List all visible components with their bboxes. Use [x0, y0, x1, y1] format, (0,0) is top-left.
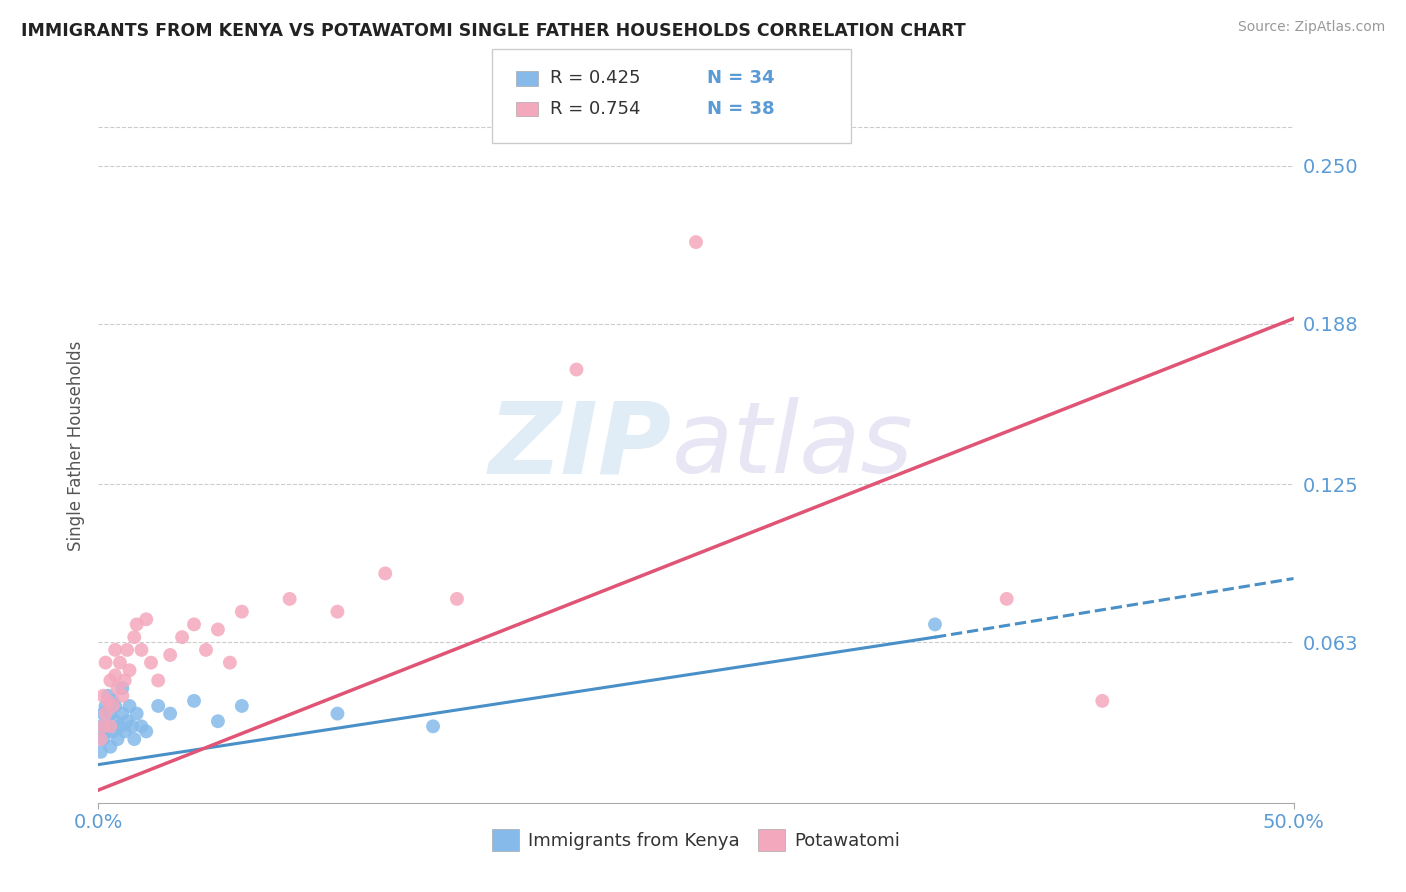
Point [97, 689, 120, 703]
Point [1091, 694, 1114, 708]
Point [91, 689, 114, 703]
Point [107, 732, 129, 747]
Point [124, 732, 146, 747]
Point [115, 714, 138, 729]
Point [101, 724, 124, 739]
Point [98, 739, 122, 754]
Point [148, 673, 170, 688]
Point [995, 591, 1018, 606]
Point [924, 617, 946, 632]
Point [195, 643, 218, 657]
Point [135, 612, 157, 626]
Point [131, 719, 153, 733]
Point [326, 706, 349, 721]
Point [159, 648, 181, 662]
Point [91, 732, 114, 747]
Y-axis label: Single Father Households: Single Father Households [66, 341, 84, 551]
Point [183, 617, 205, 632]
Point [446, 591, 468, 606]
Point [90, 745, 112, 759]
Point [97, 694, 120, 708]
Point [125, 706, 148, 721]
Point [148, 698, 170, 713]
Point [183, 694, 205, 708]
Point [94, 724, 117, 739]
Point [111, 681, 134, 695]
Point [108, 656, 131, 670]
Point [125, 617, 148, 632]
Text: Source: ZipAtlas.com: Source: ZipAtlas.com [1237, 20, 1385, 34]
Point [98, 673, 122, 688]
Text: R = 0.754: R = 0.754 [550, 100, 640, 118]
Point [108, 719, 131, 733]
Point [97, 719, 120, 733]
Point [131, 643, 153, 657]
Point [115, 643, 138, 657]
Point [118, 663, 141, 677]
Point [685, 235, 707, 249]
Point [207, 714, 229, 729]
Point [111, 689, 134, 703]
Point [124, 630, 146, 644]
Point [565, 362, 588, 376]
Text: R = 0.425: R = 0.425 [550, 70, 640, 87]
Point [118, 698, 141, 713]
Text: N = 38: N = 38 [707, 100, 775, 118]
Text: ZIP: ZIP [489, 398, 672, 494]
Point [172, 630, 194, 644]
Point [107, 681, 129, 695]
Point [231, 605, 253, 619]
Point [104, 643, 127, 657]
Point [101, 694, 124, 708]
Point [98, 706, 122, 721]
Point [104, 714, 127, 729]
Point [278, 591, 301, 606]
Legend: Immigrants from Kenya, Potawatomi: Immigrants from Kenya, Potawatomi [485, 822, 907, 858]
Point [231, 698, 253, 713]
Point [219, 656, 242, 670]
Point [207, 623, 229, 637]
Point [139, 656, 162, 670]
Point [91, 706, 114, 721]
Text: N = 34: N = 34 [707, 70, 775, 87]
Point [94, 698, 117, 713]
Point [98, 719, 122, 733]
Point [159, 706, 181, 721]
Point [111, 706, 134, 721]
Point [94, 706, 117, 721]
Point [114, 724, 136, 739]
Point [90, 719, 112, 733]
Point [90, 732, 112, 747]
Point [101, 698, 124, 713]
Point [104, 698, 127, 713]
Text: IMMIGRANTS FROM KENYA VS POTAWATOMI SINGLE FATHER HOUSEHOLDS CORRELATION CHART: IMMIGRANTS FROM KENYA VS POTAWATOMI SING… [21, 22, 966, 40]
Point [104, 668, 127, 682]
Point [326, 605, 349, 619]
Point [374, 566, 396, 581]
Point [114, 673, 136, 688]
Text: atlas: atlas [672, 398, 914, 494]
Point [135, 724, 157, 739]
Point [91, 719, 114, 733]
Point [94, 656, 117, 670]
Point [121, 719, 143, 733]
Point [422, 719, 444, 733]
